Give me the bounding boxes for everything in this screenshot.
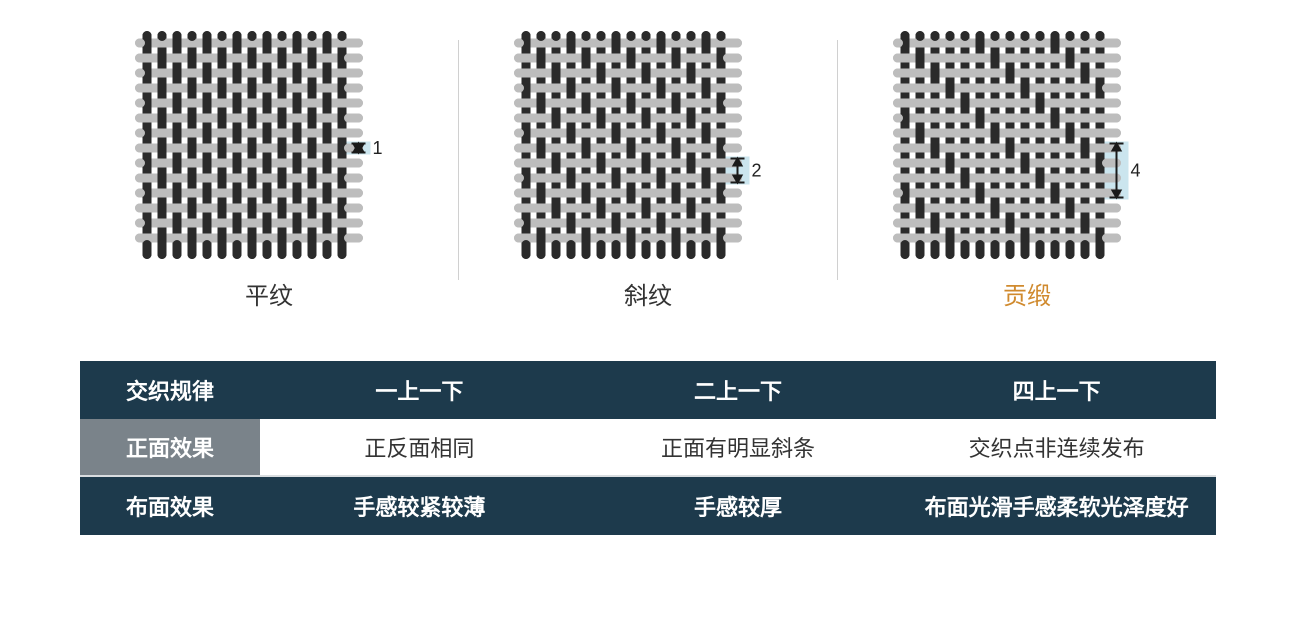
weave-diagram-row: 1 平纹 2 斜纹 4 贡缎 bbox=[0, 0, 1296, 321]
table-row-face: 正面效果 正反面相同 正面有明显斜条 交织点非连续发布 bbox=[80, 419, 1216, 477]
table-row-pattern: 交织规律 一上一下 二上一下 四上一下 bbox=[80, 361, 1216, 419]
cell: 交织点非连续发布 bbox=[897, 419, 1216, 475]
weave-block-plain: 1 平纹 bbox=[80, 20, 458, 311]
comparison-table: 交织规律 一上一下 二上一下 四上一下 正面效果 正反面相同 正面有明显斜条 交… bbox=[80, 361, 1216, 535]
watermark-text: 头条 @会买的妞 bbox=[1124, 599, 1278, 628]
weave-svg-twill: 2 bbox=[498, 20, 798, 270]
weave-svg-plain: 1 bbox=[119, 20, 419, 270]
svg-text:4: 4 bbox=[1131, 161, 1141, 181]
weave-label-satin: 贡缎 bbox=[1003, 276, 1051, 311]
cell: 正面有明显斜条 bbox=[579, 419, 898, 475]
cell: 布面光滑手感柔软光泽度好 bbox=[897, 477, 1216, 535]
cell: 手感较紧较薄 bbox=[260, 477, 579, 535]
cell: 一上一下 bbox=[260, 361, 579, 419]
weave-svg-satin: 4 bbox=[877, 20, 1177, 270]
svg-text:1: 1 bbox=[373, 138, 383, 158]
row-header-face: 正面效果 bbox=[80, 419, 260, 475]
weave-block-satin: 4 贡缎 bbox=[838, 20, 1216, 311]
weave-label-twill: 斜纹 bbox=[624, 276, 672, 311]
row-header-pattern: 交织规律 bbox=[80, 361, 260, 419]
cell: 四上一下 bbox=[897, 361, 1216, 419]
table-row-surface: 布面效果 手感较紧较薄 手感较厚 布面光滑手感柔软光泽度好 bbox=[80, 477, 1216, 535]
weave-label-plain: 平纹 bbox=[245, 276, 293, 311]
cell: 正反面相同 bbox=[260, 419, 579, 475]
weave-block-twill: 2 斜纹 bbox=[459, 20, 837, 311]
cell: 二上一下 bbox=[579, 361, 898, 419]
cell: 手感较厚 bbox=[579, 477, 898, 535]
svg-text:2: 2 bbox=[752, 161, 762, 181]
row-header-surface: 布面效果 bbox=[80, 477, 260, 535]
